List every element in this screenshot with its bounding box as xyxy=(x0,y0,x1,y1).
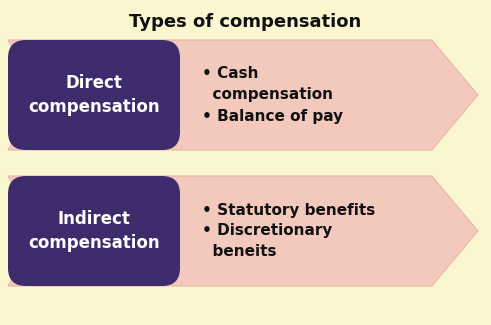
FancyBboxPatch shape xyxy=(8,40,180,150)
Text: Indirect
compensation: Indirect compensation xyxy=(28,210,160,252)
Text: Direct
compensation: Direct compensation xyxy=(28,74,160,116)
Text: • Cash
  compensation
• Balance of pay: • Cash compensation • Balance of pay xyxy=(202,67,343,124)
Text: • Statutory benefits
• Discretionary
  beneits: • Statutory benefits • Discretionary ben… xyxy=(202,202,375,259)
Polygon shape xyxy=(8,176,478,286)
Polygon shape xyxy=(8,40,478,150)
Text: Types of compensation: Types of compensation xyxy=(129,13,361,31)
FancyBboxPatch shape xyxy=(8,176,180,286)
